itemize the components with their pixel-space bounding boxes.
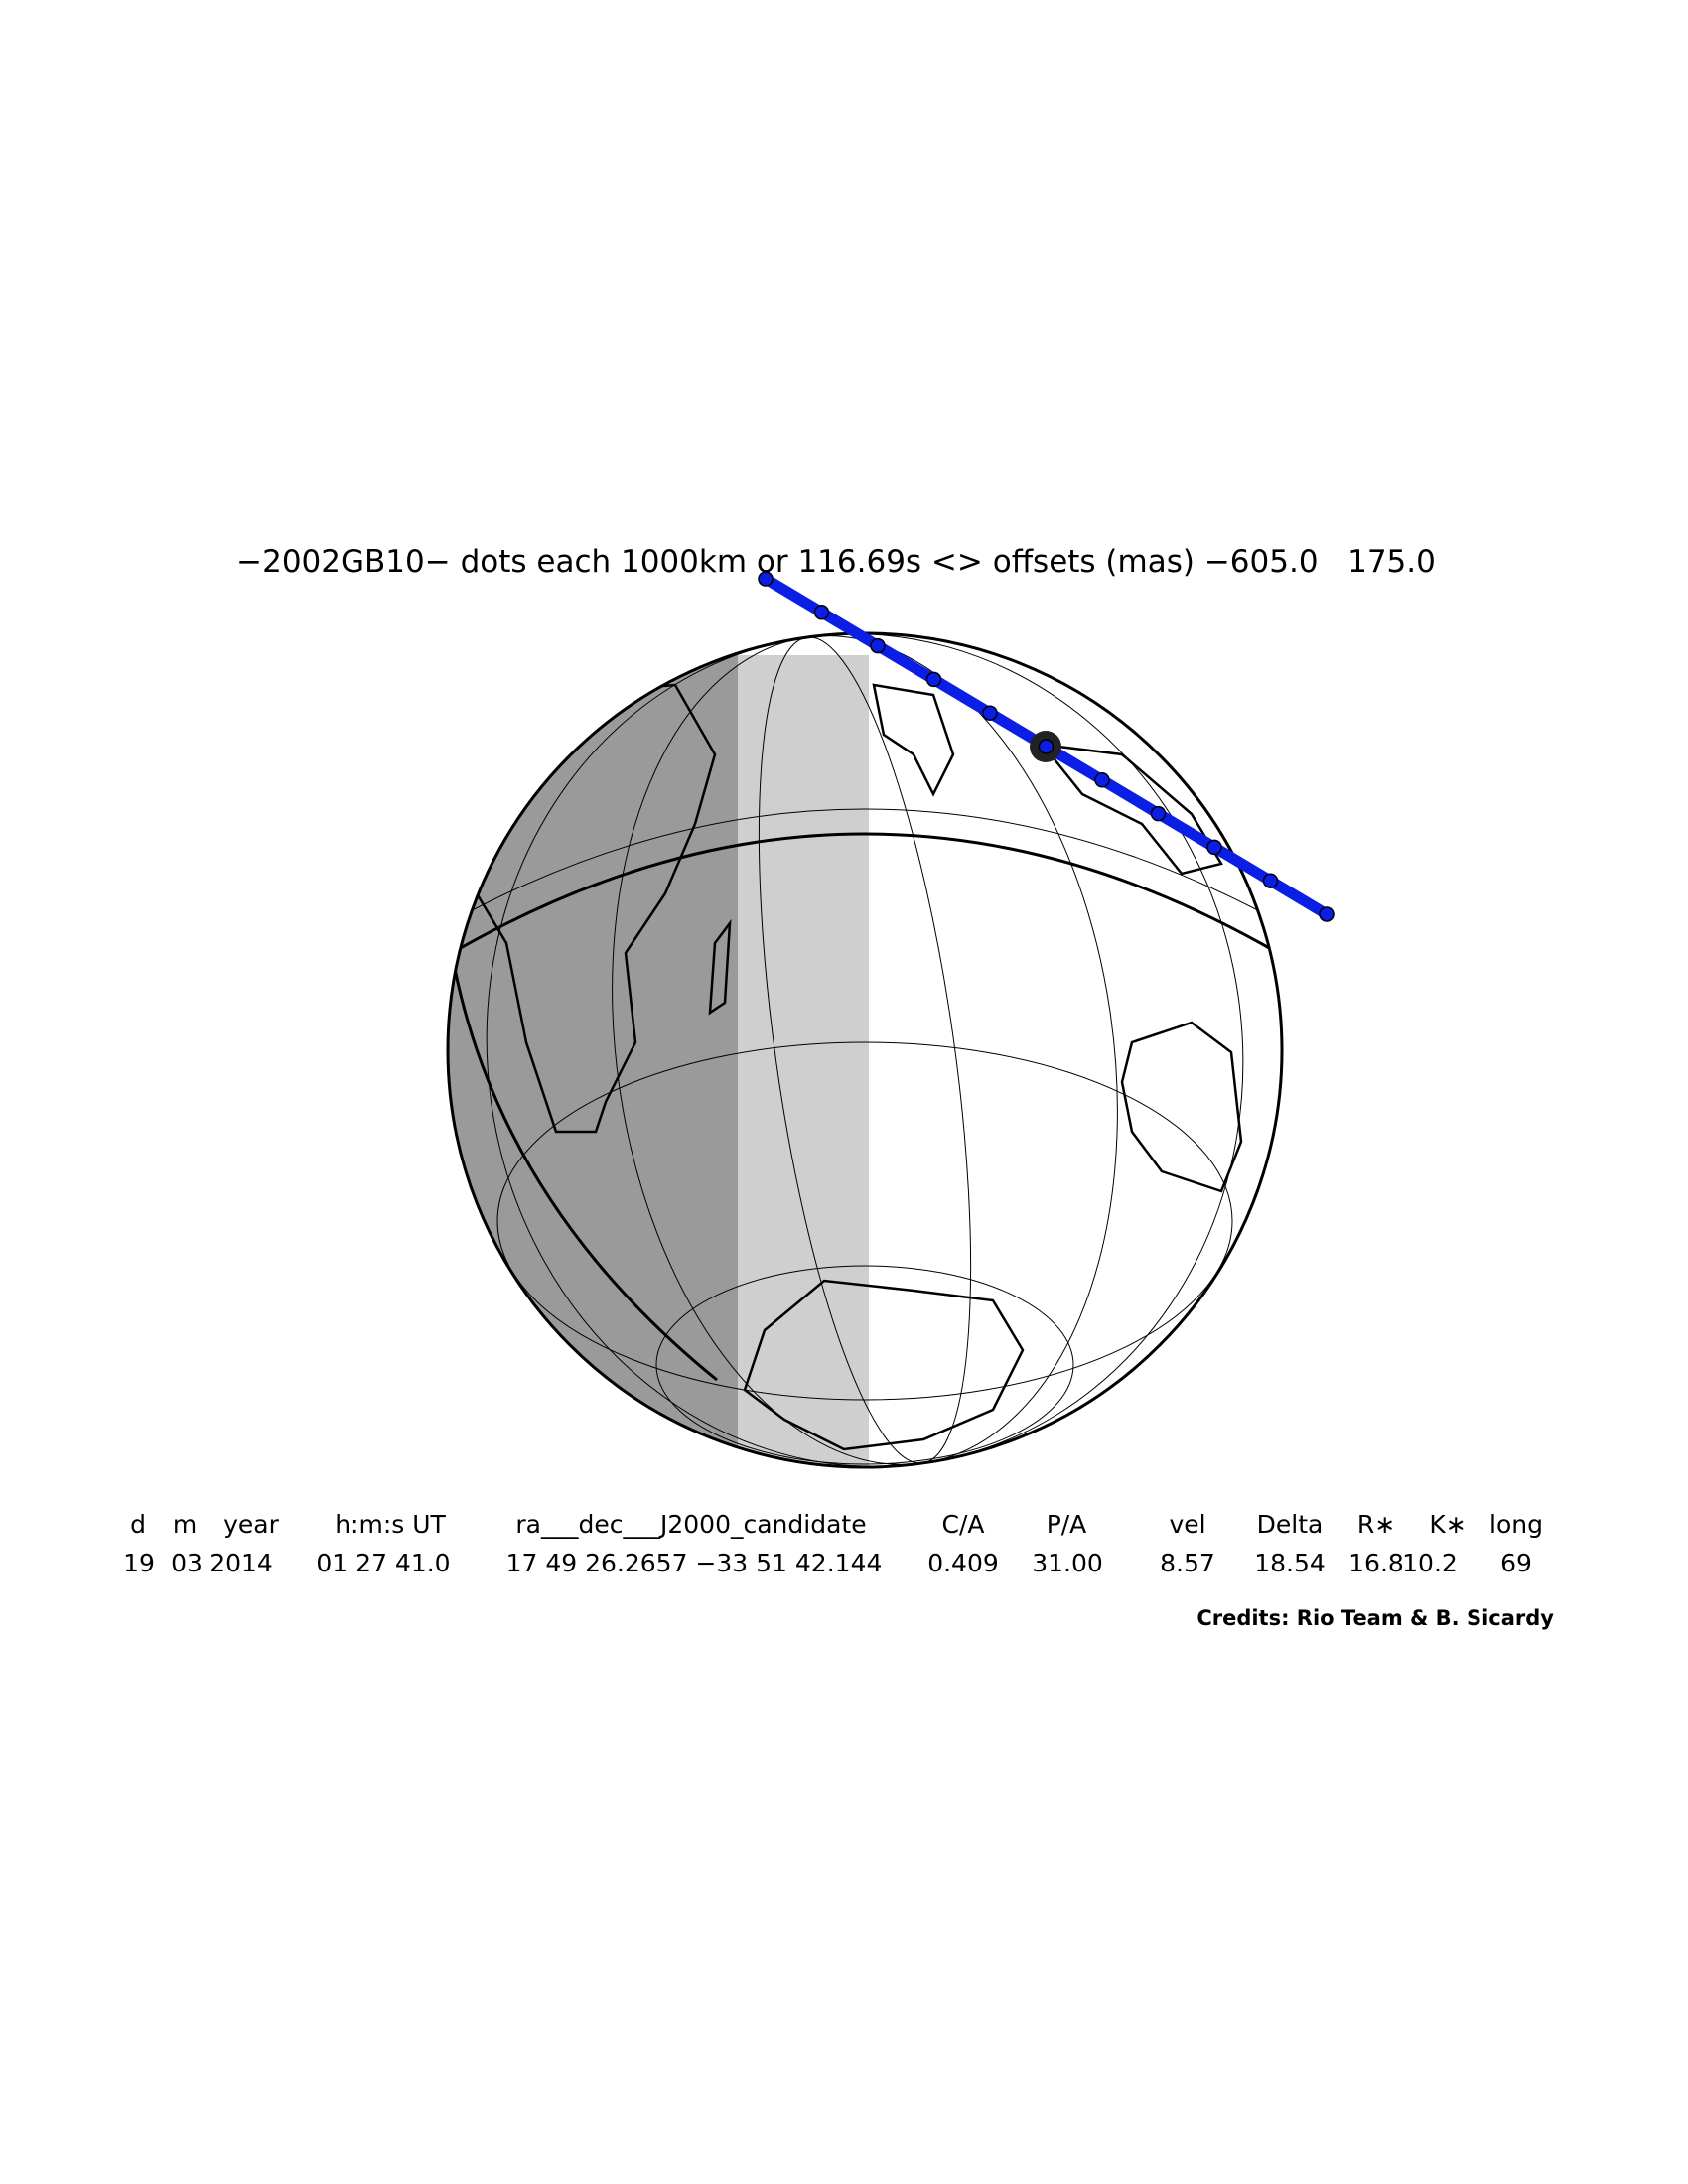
track-dot [1094, 772, 1110, 788]
table-cell: 01 27 41.0 [316, 1549, 450, 1577]
track-dot [1038, 739, 1055, 754]
equator [450, 832, 1279, 1382]
table-header: vel [1169, 1510, 1205, 1539]
table-cell: 17 49 26.2657 −33 51 42.144 [506, 1549, 883, 1577]
table-cell: 18.54 [1254, 1549, 1326, 1577]
table-cell: 8.57 [1160, 1549, 1215, 1577]
track-dot [1262, 873, 1279, 888]
table-header: h:m:s UT [335, 1510, 446, 1539]
table-header: R∗ [1357, 1510, 1395, 1539]
globe [448, 633, 1282, 1467]
table-header: P/A [1047, 1510, 1087, 1539]
track-dot [813, 605, 830, 620]
table-cell: 31.00 [1032, 1549, 1103, 1577]
track-dot [982, 705, 998, 721]
table-header: C/A [942, 1510, 985, 1539]
table-cell: 10.2 [1402, 1549, 1458, 1577]
chart-title: −2002GB10− dots each 1000km or 116.69s <… [236, 544, 1436, 580]
track-dot [1206, 839, 1222, 856]
table-cell: 16.8 [1348, 1549, 1404, 1577]
credits: Credits: Rio Team & B. Sicardy [1196, 1606, 1554, 1630]
track-dot [1150, 805, 1167, 822]
track-dot [925, 671, 942, 688]
table-header: d [130, 1510, 146, 1539]
table-header: long [1489, 1510, 1543, 1539]
table-header: Delta [1257, 1510, 1324, 1539]
track-dot [758, 571, 774, 587]
occultation-track [758, 571, 1335, 922]
table-header: ra___dec___J2000_candidate [515, 1510, 866, 1539]
night-side [448, 633, 738, 1467]
table-cell: 19 [123, 1549, 155, 1577]
table-header: K∗ [1429, 1510, 1466, 1539]
table-header: year [223, 1510, 279, 1539]
table-cell: 03 [171, 1549, 203, 1577]
table-cell: 0.409 [927, 1549, 999, 1577]
track-dot [870, 637, 886, 654]
table-cell: 69 [1500, 1549, 1532, 1577]
table-header: m [173, 1510, 197, 1539]
track-dot [1319, 906, 1335, 922]
table-cell: 2014 [210, 1549, 273, 1577]
